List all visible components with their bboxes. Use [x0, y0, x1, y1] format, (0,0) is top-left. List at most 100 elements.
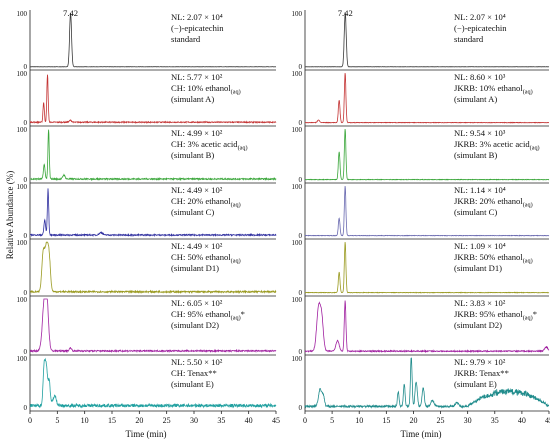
sample-label: (−)-epicatechin: [454, 23, 507, 33]
sample-label-text: (−)-epicatechin: [454, 23, 507, 33]
sample-label-text: CH: 3% acetic acid: [171, 139, 238, 149]
sample-label: JKRB: 95% ethanol(aq)*: [454, 309, 537, 322]
series-trace: [304, 185, 550, 237]
y-tick-label: 0: [24, 63, 28, 71]
y-tick-label: 100: [17, 70, 28, 78]
retention-time-label: 7.42: [338, 8, 353, 18]
simulant-label: standard: [171, 34, 201, 44]
simulant-label: standard: [454, 34, 484, 44]
panel: 100 0 NL: 2.07 × 10⁴(−)-epicatechinstandar…: [17, 8, 277, 71]
retention-time-label: 7.42: [63, 8, 78, 18]
y-tick-label: 0: [24, 404, 28, 412]
series-trace: [304, 241, 550, 294]
x-tick-label: 30: [190, 416, 198, 425]
sample-label-text: CH: 10% ethanol: [171, 83, 231, 93]
simulant-label: (simulant C): [454, 207, 497, 217]
x-tick-label: 25: [437, 416, 445, 425]
series-trace: [29, 129, 277, 182]
sample-label: JKRB: 50% ethanol(aq): [454, 252, 533, 265]
sample-label-subscript: (aq): [523, 89, 533, 96]
nl-label: NL: 4.49 × 10²: [171, 185, 223, 195]
x-tick-label: 5: [330, 416, 334, 425]
sample-label: CH: 50% ethanol(aq): [171, 252, 241, 265]
x-tick-label: 15: [382, 416, 390, 425]
y-tick-label: 0: [24, 289, 28, 297]
series-trace: [29, 188, 277, 238]
y-tick-label: 0: [299, 176, 303, 184]
series-trace: [29, 241, 277, 295]
x-tick-label: 5: [55, 416, 59, 425]
x-tick-label: 10: [355, 416, 363, 425]
sample-label: JKRB: 10% ethanol(aq): [454, 83, 533, 96]
sample-label-text: CH: 20% ethanol: [171, 196, 231, 206]
x-tick-label: 40: [245, 416, 253, 425]
simulant-label: (simulant B): [454, 150, 497, 160]
sample-label-text: CH: 95% ethanol: [171, 309, 231, 319]
nl-label: NL: 2.07 × 10⁴: [454, 12, 506, 22]
nl-label: NL: 6.05 × 10²: [171, 298, 223, 308]
sample-label-text: JKRB: Tenax**: [454, 368, 509, 378]
nl-label: NL: 5.77 × 10²: [171, 72, 223, 82]
series-trace: [305, 72, 549, 124]
sample-label-text: JKRB: 20% ethanol: [454, 196, 523, 206]
sample-label-text: CH: Tenax**: [171, 368, 217, 378]
sample-label-text: JKRB: 10% ethanol: [454, 83, 523, 93]
sample-label-text: JKRB: 50% ethanol: [454, 252, 523, 262]
sample-label-star: *: [241, 309, 245, 319]
y-tick-label: 0: [24, 119, 28, 127]
x-tick-label: 10: [81, 416, 89, 425]
nl-label: NL: 8.60 × 10³: [454, 72, 506, 82]
simulant-label: (simulant B): [171, 150, 214, 160]
nl-label: NL: 3.83 × 10²: [454, 298, 506, 308]
sample-label-subscript: (aq): [523, 315, 533, 322]
sample-label-subscript: (aq): [231, 315, 241, 322]
y-tick-label: 100: [17, 126, 28, 134]
sample-label: CH: 10% ethanol(aq): [171, 83, 241, 96]
x-tick-label: 0: [28, 416, 32, 425]
x-tick-label: 40: [518, 416, 526, 425]
y-tick-label: 100: [292, 355, 303, 363]
x-axis-label-left: Time (min): [126, 429, 167, 439]
sample-label: CH: Tenax**: [171, 368, 217, 378]
y-tick-label: 0: [299, 232, 303, 240]
simulant-label: (simulant E): [454, 379, 497, 389]
sample-label-text: (−)-epicatechin: [171, 23, 224, 33]
sample-label-star: *: [533, 309, 537, 319]
series-trace: [304, 11, 550, 68]
y-tick-label: 100: [292, 70, 303, 78]
x-tick-label: 20: [409, 416, 417, 425]
simulant-label: (simulant D2): [171, 320, 219, 330]
x-tick-label: 35: [491, 416, 499, 425]
nl-label: NL: 5.50 × 10²: [171, 357, 223, 367]
y-tick-label: 100: [17, 183, 28, 191]
x-tick-label: 0: [303, 416, 307, 425]
x-tick-label: 35: [217, 416, 225, 425]
simulant-label: (simulant E): [171, 379, 214, 389]
y-tick-label: 0: [299, 404, 303, 412]
panel: 100 0 NL: 2.07 × 10⁴(−)-epicatechinstandar…: [292, 8, 550, 71]
x-tick-label: 25: [163, 416, 171, 425]
simulant-label: (simulant A): [171, 94, 214, 104]
simulant-label: (simulant D1): [171, 263, 219, 273]
y-tick-label: 0: [299, 289, 303, 297]
sample-label-subscript: (aq): [231, 258, 241, 265]
x-tick-label: 30: [464, 416, 472, 425]
x-tick-label: 45: [272, 416, 280, 425]
sample-label-text: CH: 50% ethanol: [171, 252, 231, 262]
sample-label: JKRB: 3% acetic acid(aq): [454, 139, 540, 152]
sample-label: CH: 20% ethanol(aq): [171, 196, 241, 209]
sample-label-subscript: (aq): [523, 258, 533, 265]
simulant-label: (simulant D1): [454, 263, 502, 273]
